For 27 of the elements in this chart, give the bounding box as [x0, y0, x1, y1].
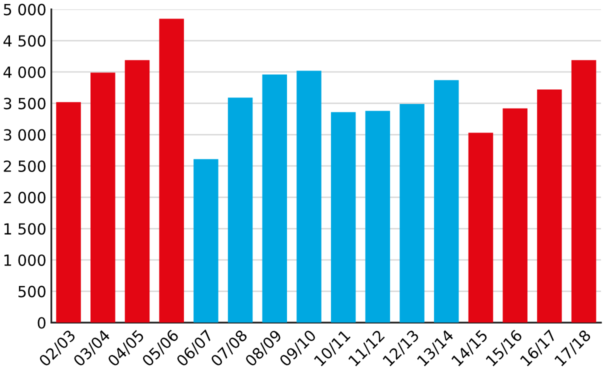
bar: [194, 159, 218, 323]
y-tick-label: 0: [38, 317, 46, 329]
y-tick-label: 3 000: [4, 129, 46, 141]
y-tick-label: 4 000: [3, 66, 46, 78]
bar: [124, 60, 150, 323]
bar: [502, 108, 528, 323]
y-tick-label: 1 500: [4, 223, 46, 235]
y-tick-label: 5 000: [4, 4, 46, 16]
bar: [262, 74, 287, 323]
bar: [365, 110, 390, 323]
bar: [228, 98, 253, 323]
y-tick-label: 2 500: [4, 160, 46, 172]
bar: [434, 80, 459, 323]
bar: [296, 70, 322, 323]
y-tick-label: 3 500: [4, 98, 46, 110]
bar: [90, 72, 116, 323]
y-tick-label: 4 500: [3, 35, 46, 47]
bar: [400, 104, 424, 323]
bar: [330, 112, 356, 323]
y-tick-label: 2 000: [4, 192, 46, 204]
y-tick-label: 1 000: [4, 254, 46, 266]
y-tick-label: 500: [18, 286, 46, 298]
bar: [159, 18, 184, 323]
bar: [537, 90, 562, 323]
bar: [468, 132, 494, 323]
bar: [56, 102, 81, 323]
bar: [571, 60, 596, 323]
